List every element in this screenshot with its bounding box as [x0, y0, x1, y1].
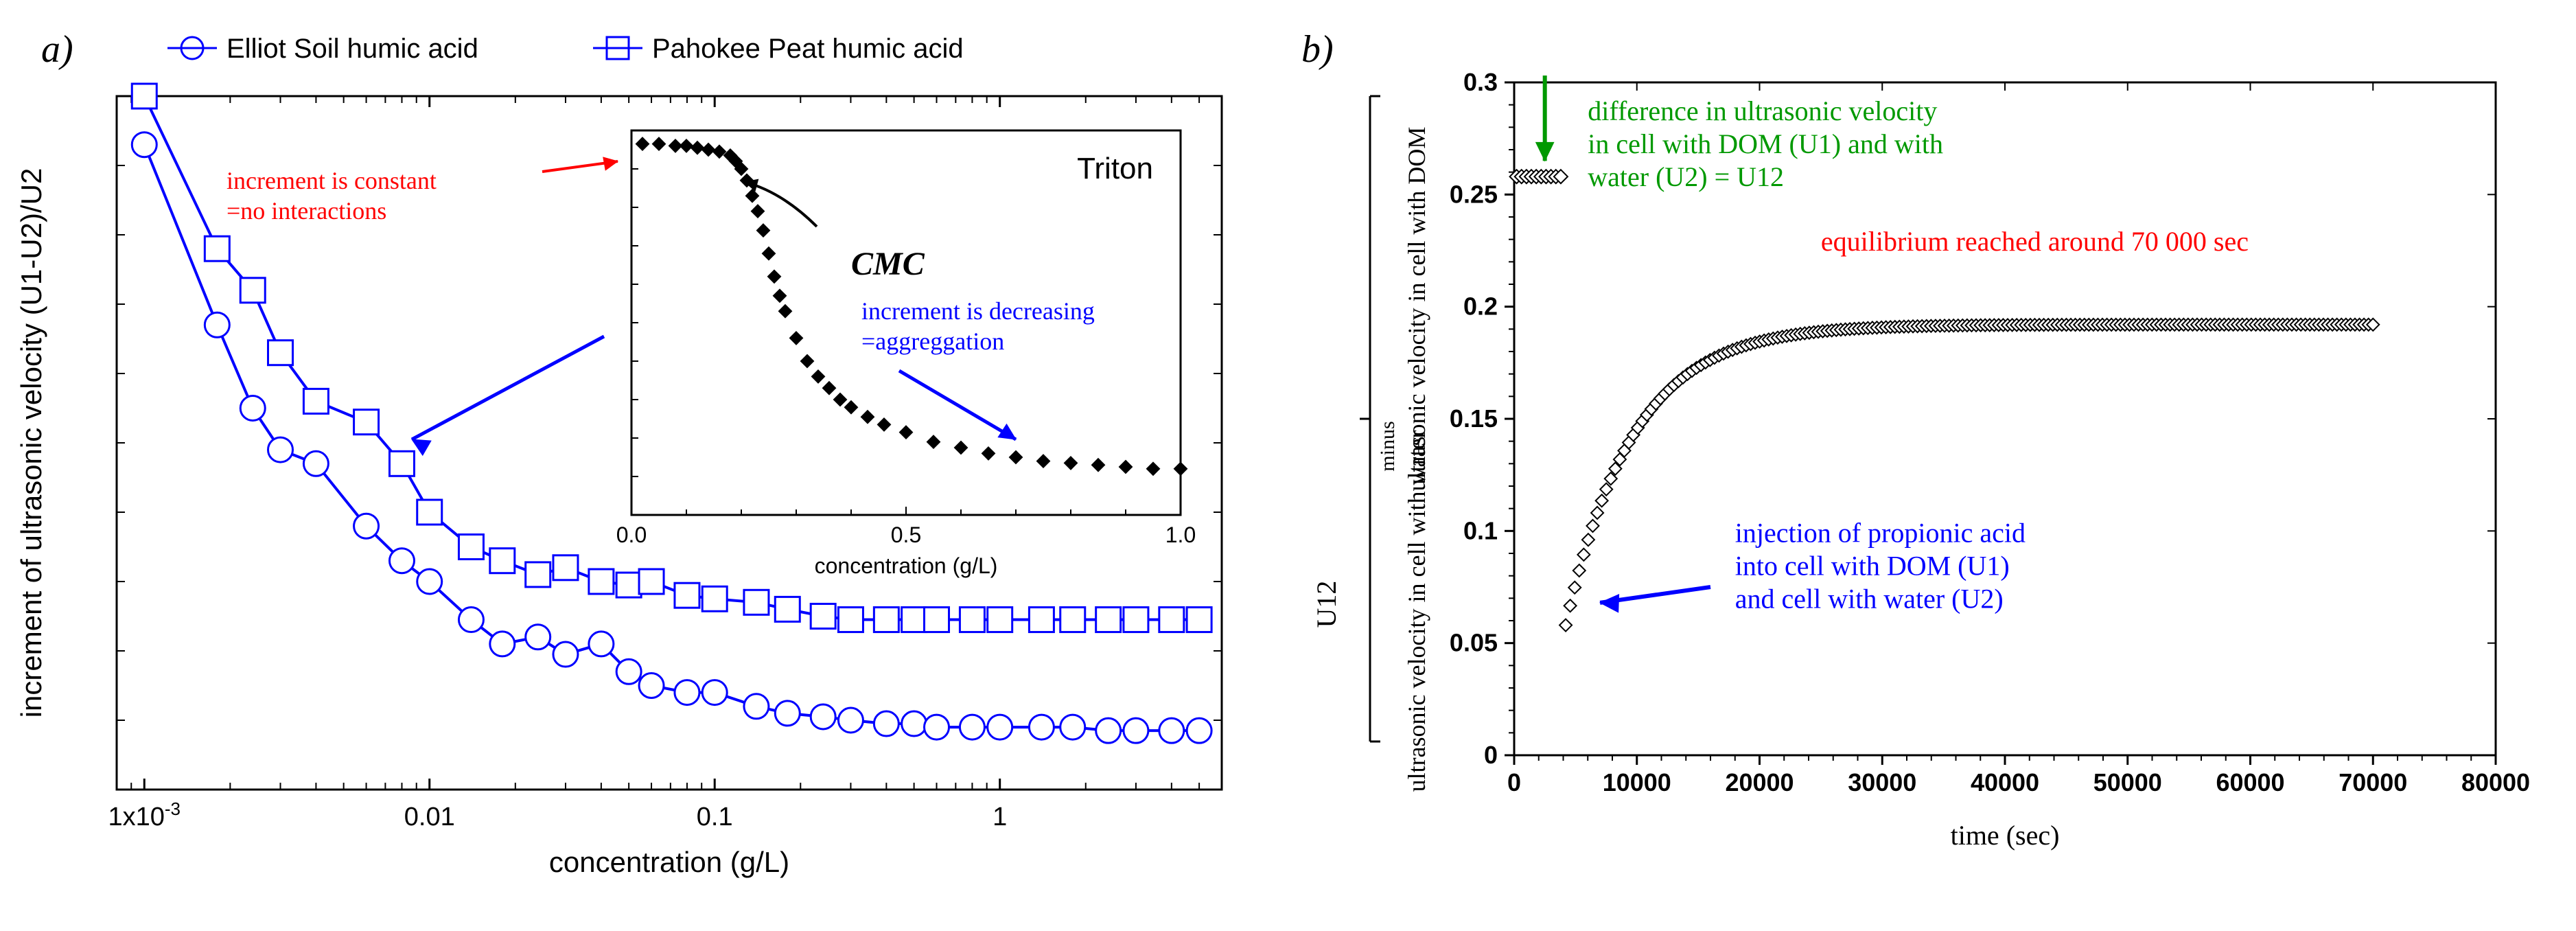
panel-b: 0 10000 20000 30000 40000 50000 60000 70000 8000…	[1288, 0, 2576, 931]
svg-text:water (U2) = U12: water (U2) = U12	[1588, 161, 1784, 192]
svg-text:Elliot Soil humic acid: Elliot Soil humic acid	[227, 34, 478, 64]
svg-text:0.1: 0.1	[697, 803, 733, 831]
svg-text:50000: 50000	[2093, 768, 2162, 796]
svg-text:=no interactions: =no interactions	[227, 197, 386, 225]
svg-text:0.05: 0.05	[1450, 629, 1498, 657]
svg-text:30000: 30000	[1848, 768, 1916, 796]
svg-text:ultrasonic velocity in cell wi: ultrasonic velocity in cell with water	[1403, 430, 1430, 792]
svg-text:1: 1	[993, 803, 1007, 831]
svg-text:70000: 70000	[2339, 768, 2407, 796]
svg-text:0: 0	[1484, 741, 1498, 769]
svg-text:b): b)	[1301, 28, 1334, 71]
svg-text:0.5: 0.5	[891, 522, 921, 547]
svg-text:increment is constant: increment is constant	[227, 167, 437, 194]
svg-text:increment of ultrasonic veloci: increment of ultrasonic velocity (U1-U2)…	[15, 168, 47, 718]
svg-text:1.0: 1.0	[1165, 522, 1196, 547]
svg-text:0.0: 0.0	[616, 522, 647, 547]
svg-text:U12: U12	[1311, 581, 1342, 628]
svg-text:Pahokee Peat humic acid: Pahokee Peat humic acid	[652, 34, 964, 64]
svg-text:60000: 60000	[2216, 768, 2284, 796]
svg-text:increment is decreasing: increment is decreasing	[861, 297, 1095, 325]
chart-a-svg: 1x10-3 0.01 0.1 1 concentration (g/L) increme…	[0, 0, 1288, 931]
svg-text:into cell with DOM (U1): into cell with DOM (U1)	[1735, 551, 2010, 582]
svg-text:time (sec): time (sec)	[1951, 820, 2060, 851]
svg-text:difference in ultrasonic veloc: difference in ultrasonic velocity	[1588, 95, 1937, 126]
svg-text:0.1: 0.1	[1463, 516, 1498, 544]
svg-text:0: 0	[1507, 768, 1521, 796]
svg-text:in cell with DOM (U1) and with: in cell with DOM (U1) and with	[1588, 128, 1943, 159]
svg-text:equilibrium reached around 70: equilibrium reached around 70 000 sec	[1821, 226, 2249, 257]
svg-text:40000: 40000	[1971, 768, 2039, 796]
chart-b-svg: 0 10000 20000 30000 40000 50000 60000 70000 8000…	[1288, 0, 2576, 931]
svg-text:0.2: 0.2	[1463, 292, 1498, 321]
svg-text:minus: minus	[1376, 421, 1399, 471]
svg-text:concentration (g/L): concentration (g/L)	[815, 553, 998, 578]
panel-a: 1x10-3 0.01 0.1 1 concentration (g/L) increme…	[0, 0, 1288, 931]
svg-text:20000: 20000	[1725, 768, 1794, 796]
svg-text:Triton: Triton	[1077, 152, 1153, 185]
svg-text:a): a)	[41, 28, 73, 71]
svg-text:0.25: 0.25	[1450, 180, 1498, 208]
svg-text:10000: 10000	[1603, 768, 1671, 796]
svg-text:0.3: 0.3	[1463, 68, 1498, 96]
svg-text:concentration (g/L): concentration (g/L)	[549, 846, 789, 878]
svg-text:1x10-3: 1x10-3	[108, 798, 181, 831]
svg-text:and cell with water (U2): and cell with water (U2)	[1735, 584, 2004, 614]
svg-text:80000: 80000	[2461, 768, 2530, 796]
svg-text:0.15: 0.15	[1450, 404, 1498, 433]
svg-text:0.01: 0.01	[404, 803, 455, 831]
svg-text:injection of propionic acid: injection of propionic acid	[1735, 518, 2026, 549]
svg-text:CMC: CMC	[851, 246, 925, 282]
svg-text:=aggreggation: =aggreggation	[861, 327, 1004, 355]
